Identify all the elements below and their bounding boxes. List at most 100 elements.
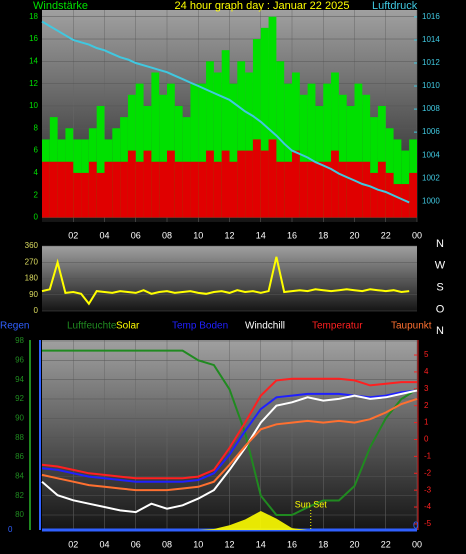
y-tick-label: 0 bbox=[34, 306, 39, 315]
y-tick-label: 90 bbox=[29, 290, 38, 299]
y-tick-label: 1006 bbox=[422, 127, 440, 136]
y-tick-label: 360 bbox=[25, 241, 39, 250]
line bbox=[41, 256, 410, 306]
y-tick-label: 0 bbox=[34, 213, 39, 222]
compass-label: W bbox=[435, 260, 446, 272]
bar bbox=[268, 16, 277, 218]
y-tick-label: 270 bbox=[25, 257, 39, 266]
legend-label: Regen bbox=[0, 321, 29, 332]
bar bbox=[206, 61, 214, 218]
bar bbox=[370, 172, 378, 218]
bar bbox=[354, 83, 363, 218]
bar bbox=[260, 150, 269, 218]
bar bbox=[198, 83, 207, 218]
legend-label: Taupunkt bbox=[391, 321, 432, 332]
bar bbox=[151, 161, 160, 218]
bar bbox=[331, 150, 339, 218]
legend-label: Windchill bbox=[245, 321, 285, 332]
bar bbox=[307, 161, 316, 218]
x-tick-label: 18 bbox=[318, 539, 328, 549]
legend-label: Luftfeuchte bbox=[67, 321, 117, 332]
bar bbox=[151, 72, 160, 218]
x-tick-label: 06 bbox=[131, 230, 141, 240]
bar bbox=[182, 161, 191, 218]
x-tick-label: 10 bbox=[193, 230, 203, 240]
bar bbox=[315, 105, 324, 218]
bar bbox=[65, 161, 74, 218]
bar bbox=[206, 150, 214, 218]
bar bbox=[377, 161, 386, 218]
y-tick-label: -4 bbox=[424, 502, 432, 511]
bar bbox=[167, 150, 175, 218]
y-tick-label: 4 bbox=[34, 168, 39, 177]
bar bbox=[213, 161, 222, 218]
y-tick-label: 1 bbox=[424, 418, 429, 427]
area bbox=[42, 511, 417, 530]
legend-label: Temp Boden bbox=[172, 321, 228, 332]
bar bbox=[362, 94, 371, 218]
bar bbox=[57, 161, 66, 218]
bar bbox=[190, 161, 199, 218]
x-tick-label: 08 bbox=[162, 539, 172, 549]
bar bbox=[362, 161, 371, 218]
bar bbox=[268, 139, 277, 218]
y-tick-label: 94 bbox=[15, 375, 24, 384]
x-tick-label: 12 bbox=[224, 230, 234, 240]
y-tick-label: 98 bbox=[15, 336, 24, 345]
bar bbox=[292, 72, 300, 218]
bar bbox=[229, 161, 238, 218]
bar bbox=[213, 72, 222, 218]
bar bbox=[135, 83, 144, 218]
annotation: Sun Set bbox=[295, 499, 328, 509]
bar bbox=[120, 161, 128, 218]
bar bbox=[174, 105, 183, 218]
compass-label: O bbox=[436, 303, 445, 315]
y-tick-label: 84 bbox=[15, 471, 24, 480]
bar bbox=[88, 161, 97, 218]
bar bbox=[377, 105, 386, 218]
bar bbox=[73, 172, 82, 218]
bar bbox=[299, 161, 308, 218]
bar bbox=[127, 150, 136, 218]
y-tick-label: 90 bbox=[15, 413, 24, 422]
bar bbox=[284, 83, 292, 218]
y-tick-label: -2 bbox=[424, 468, 432, 477]
bar bbox=[409, 172, 417, 218]
x-tick-label: 20 bbox=[349, 230, 359, 240]
y-tick-label: 6 bbox=[34, 146, 39, 155]
y-tick-label: 1000 bbox=[422, 196, 440, 205]
bar bbox=[237, 150, 246, 218]
bar bbox=[338, 161, 347, 218]
y-tick-label: 18 bbox=[29, 12, 38, 21]
x-tick-label: 14 bbox=[256, 539, 266, 549]
bar bbox=[96, 172, 105, 218]
y-tick-label: 1008 bbox=[422, 104, 440, 113]
y-tick-label: 16 bbox=[29, 34, 38, 43]
bar bbox=[81, 172, 89, 218]
y-tick-label: 0 bbox=[424, 435, 429, 444]
y-tick-label: 1016 bbox=[422, 12, 440, 21]
y-tick-label: 86 bbox=[15, 452, 24, 461]
bar bbox=[276, 161, 285, 218]
x-tick-label: 00 bbox=[412, 230, 422, 240]
x-tick-label: 00 bbox=[412, 539, 422, 549]
y-tick-label: 1014 bbox=[422, 35, 440, 44]
bar bbox=[42, 161, 50, 218]
bar bbox=[393, 184, 402, 218]
x-tick-label: 22 bbox=[381, 539, 391, 549]
bar bbox=[354, 161, 363, 218]
bar bbox=[252, 39, 261, 218]
y-tick-label: 12 bbox=[29, 79, 38, 88]
x-tick-label: 02 bbox=[68, 539, 78, 549]
x-tick-label: 22 bbox=[381, 230, 391, 240]
y-tick-label: 2 bbox=[34, 190, 39, 199]
y-tick-label: 3 bbox=[424, 384, 429, 393]
x-tick-label: 16 bbox=[287, 230, 297, 240]
compass-label: N bbox=[436, 238, 444, 250]
x-tick-label: 08 bbox=[162, 230, 172, 240]
bar bbox=[260, 27, 269, 218]
y-tick-label: -1 bbox=[424, 451, 432, 460]
line bbox=[41, 20, 410, 204]
bar bbox=[331, 72, 339, 218]
x-tick-label: 14 bbox=[256, 230, 266, 240]
